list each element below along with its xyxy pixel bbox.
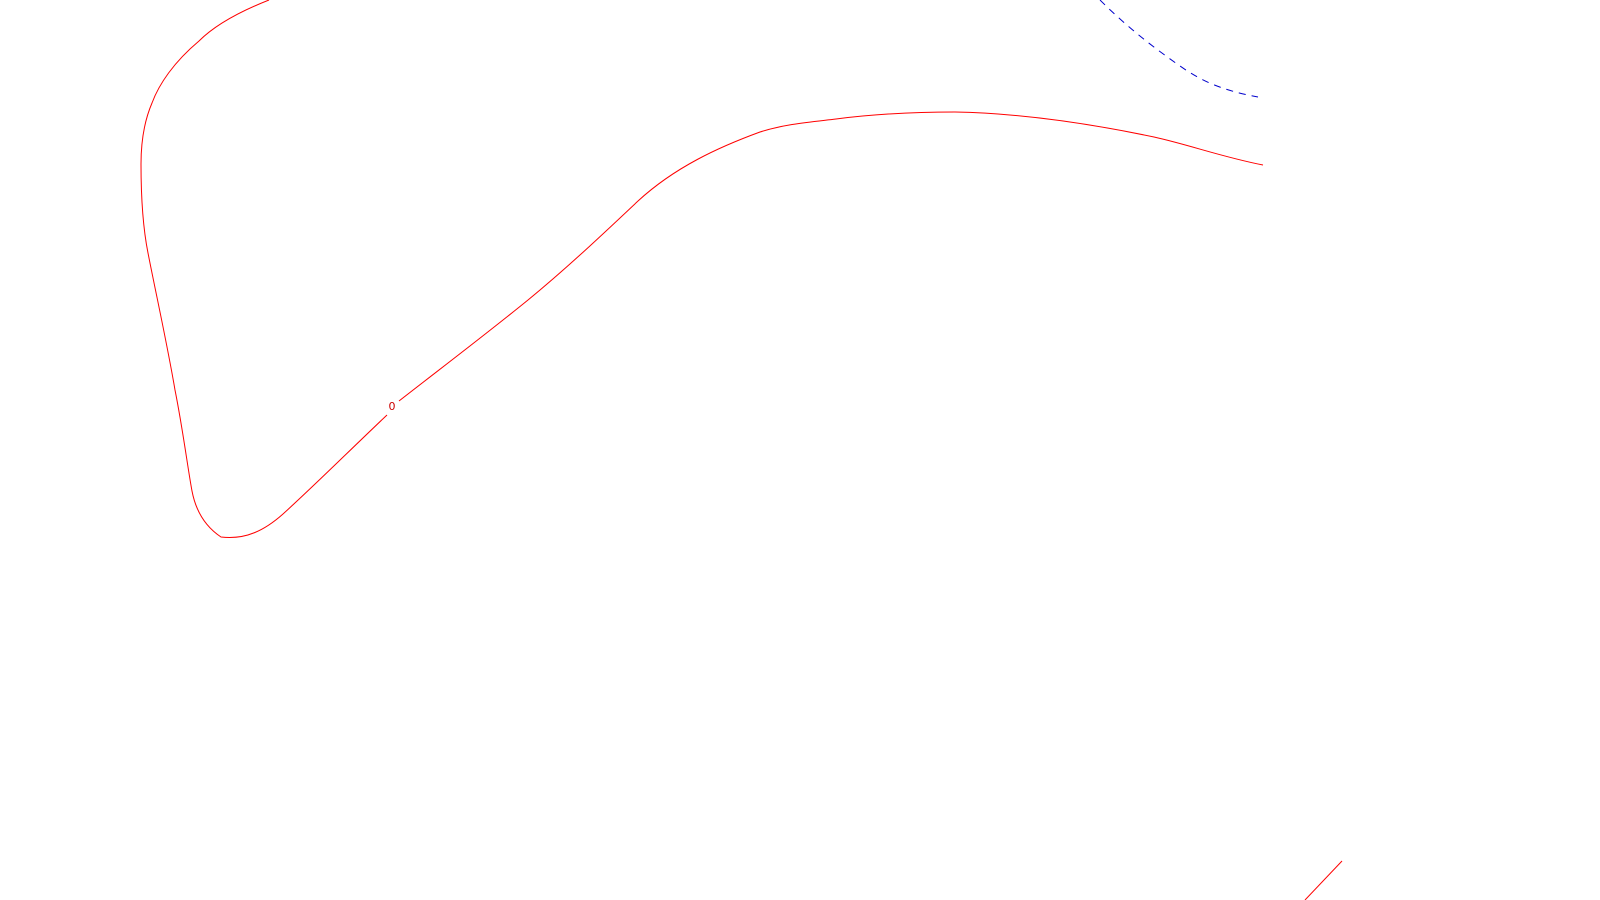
red-contour-line: [1304, 860, 1343, 900]
contour-label: 0: [389, 400, 396, 413]
red-contour-line: [140, 0, 388, 539]
blue-dashed-contour-line: [1099, 0, 1259, 98]
red-contour-line: [398, 111, 1264, 402]
